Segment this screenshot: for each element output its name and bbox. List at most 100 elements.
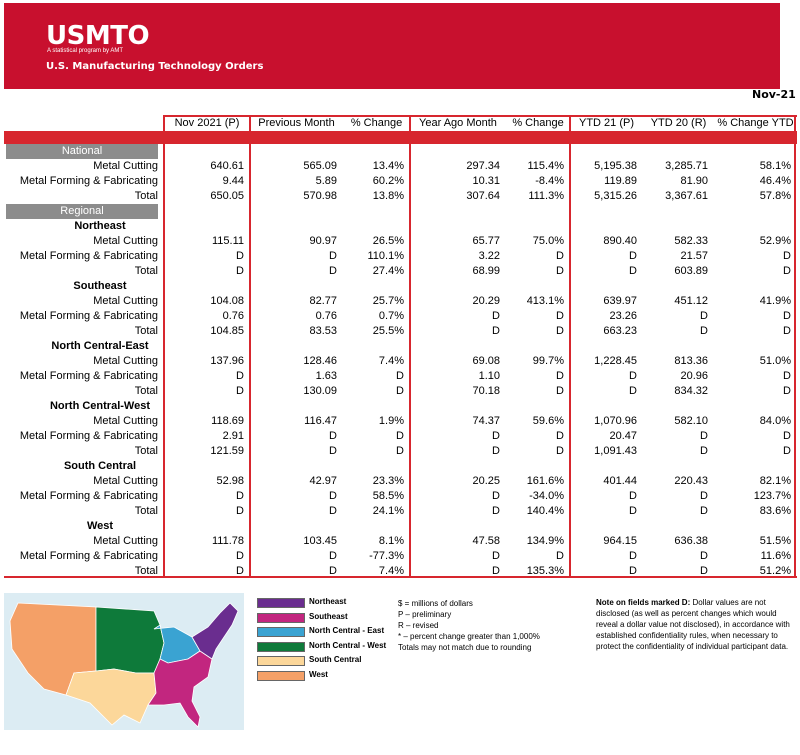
- row-label: Total: [134, 325, 158, 337]
- table-cell: D: [700, 550, 708, 562]
- region-title: South Central: [63, 460, 137, 472]
- table-cell: 3,285.71: [665, 160, 708, 172]
- table-cell: D: [556, 265, 564, 277]
- table-cell: D: [783, 265, 791, 277]
- legend-swatch: [257, 641, 305, 652]
- table-cell: 58.5%: [372, 490, 404, 502]
- table-cell: 220.43: [674, 475, 708, 487]
- row-label: Total: [134, 385, 158, 397]
- table-cell: 1.10: [478, 370, 500, 382]
- table-cell: 1,070.96: [594, 415, 637, 427]
- table-cell: 813.36: [674, 355, 708, 367]
- table-cell: D: [700, 310, 708, 322]
- confidentiality-text: Dollar values are not disclosed (as well…: [596, 598, 790, 651]
- section-header-national: National: [6, 144, 158, 159]
- table-cell: D: [556, 250, 564, 262]
- region-title: West: [86, 520, 114, 532]
- table-cell: 70.18: [472, 385, 500, 397]
- table-cell: D: [783, 310, 791, 322]
- table-cell: D: [783, 445, 791, 457]
- row-label: Metal Cutting: [93, 535, 158, 547]
- table-cell: 7.4%: [378, 355, 404, 367]
- map-region-northeast: [191, 602, 239, 660]
- table-cell: D: [329, 565, 337, 577]
- table-cell: 51.0%: [759, 355, 791, 367]
- legend-label: Northeast: [309, 597, 347, 606]
- table-cell: D: [629, 550, 637, 562]
- row-label: Total: [134, 505, 158, 517]
- table-cell: 0.76: [222, 310, 244, 322]
- table-cell: 116.47: [304, 415, 337, 427]
- legend-swatch: [257, 656, 305, 666]
- table-cell: 964.15: [603, 535, 637, 547]
- legend-swatch: [257, 598, 305, 608]
- table-cell: 20.29: [472, 295, 500, 307]
- row-label: Metal Forming & Fabricating: [19, 310, 158, 322]
- region-title: North Central-East: [51, 340, 149, 352]
- row-divider: [4, 576, 797, 578]
- table-cell: D: [236, 550, 244, 562]
- row-label: Metal Forming & Fabricating: [19, 175, 158, 187]
- table-cell: 128.46: [303, 355, 337, 367]
- table-cell: 401.44: [603, 475, 637, 487]
- table-cell: 307.64: [466, 190, 500, 202]
- table-cell: 118.69: [211, 415, 244, 427]
- region-title: North Central-West: [49, 400, 151, 412]
- table-cell: 69.08: [472, 355, 500, 367]
- table-cell: D: [396, 430, 404, 442]
- legend-label: North Central - West: [309, 640, 387, 650]
- table-cell: D: [783, 385, 791, 397]
- table-cell: 565.09: [303, 160, 337, 172]
- table-cell: 123.7%: [753, 490, 791, 502]
- table-cell: 24.1%: [372, 505, 404, 517]
- table-header-row: Nov 2021 (P) Previous Month % Change Year A…: [4, 115, 797, 131]
- table-cell: 663.23: [603, 325, 637, 337]
- column-divider: [163, 115, 165, 578]
- table-cell: D: [629, 370, 637, 382]
- report-title: U.S. Manufacturing Technology Orders: [46, 61, 264, 72]
- table-cell: D: [396, 370, 404, 382]
- table-cell: 0.7%: [378, 310, 404, 322]
- table-cell: D: [236, 505, 244, 517]
- table-cell: 47.58: [472, 535, 500, 547]
- table-cell: 26.5%: [372, 235, 404, 247]
- row-label: Metal Forming & Fabricating: [19, 370, 158, 382]
- table-cell: D: [629, 385, 637, 397]
- logo-tagline: A statistical program by AMT: [47, 48, 124, 54]
- table-cell: D: [783, 250, 791, 262]
- row-label: Metal Cutting: [93, 415, 158, 427]
- table-cell: 5,315.26: [594, 190, 637, 202]
- table-cell: 41.9%: [759, 295, 791, 307]
- table-cell: 23.3%: [372, 475, 404, 487]
- table-cell: D: [492, 310, 500, 322]
- table-cell: 1.63: [315, 370, 337, 382]
- table-cell: 115.11: [211, 235, 244, 247]
- confidentiality-lead: Note on fields marked D:: [596, 598, 691, 607]
- table-cell: 11.6%: [760, 550, 791, 562]
- legend-label: West: [309, 669, 328, 679]
- table-cell: D: [629, 250, 637, 262]
- table-cell: D: [556, 385, 564, 397]
- table-cell: 297.34: [466, 160, 500, 172]
- table-cell: 46.4%: [759, 175, 791, 187]
- row-label: Metal Forming & Fabricating: [19, 250, 158, 262]
- map-region-southeast: [147, 650, 213, 728]
- table-cell: 51.2%: [759, 565, 791, 577]
- table-cell: 52.98: [216, 475, 244, 487]
- note-preliminary: P – preliminary: [398, 610, 452, 619]
- table-cell: D: [236, 385, 244, 397]
- column-header: Year Ago Month: [419, 117, 497, 129]
- table-cell: D: [629, 265, 637, 277]
- row-label: Total: [134, 265, 158, 277]
- table-cell: 134.9%: [526, 535, 564, 547]
- table-cell: D: [556, 430, 564, 442]
- row-label: Metal Cutting: [93, 355, 158, 367]
- table-cell: -34.0%: [529, 490, 564, 502]
- usmto-logo: USMTO: [46, 21, 150, 51]
- table-cell: D: [556, 310, 564, 322]
- table-cell: D: [629, 490, 637, 502]
- column-divider: [249, 115, 251, 578]
- table-cell: 104.85: [210, 325, 244, 337]
- table-cell: 3,367.61: [665, 190, 708, 202]
- section-header-regional: Regional: [6, 204, 158, 219]
